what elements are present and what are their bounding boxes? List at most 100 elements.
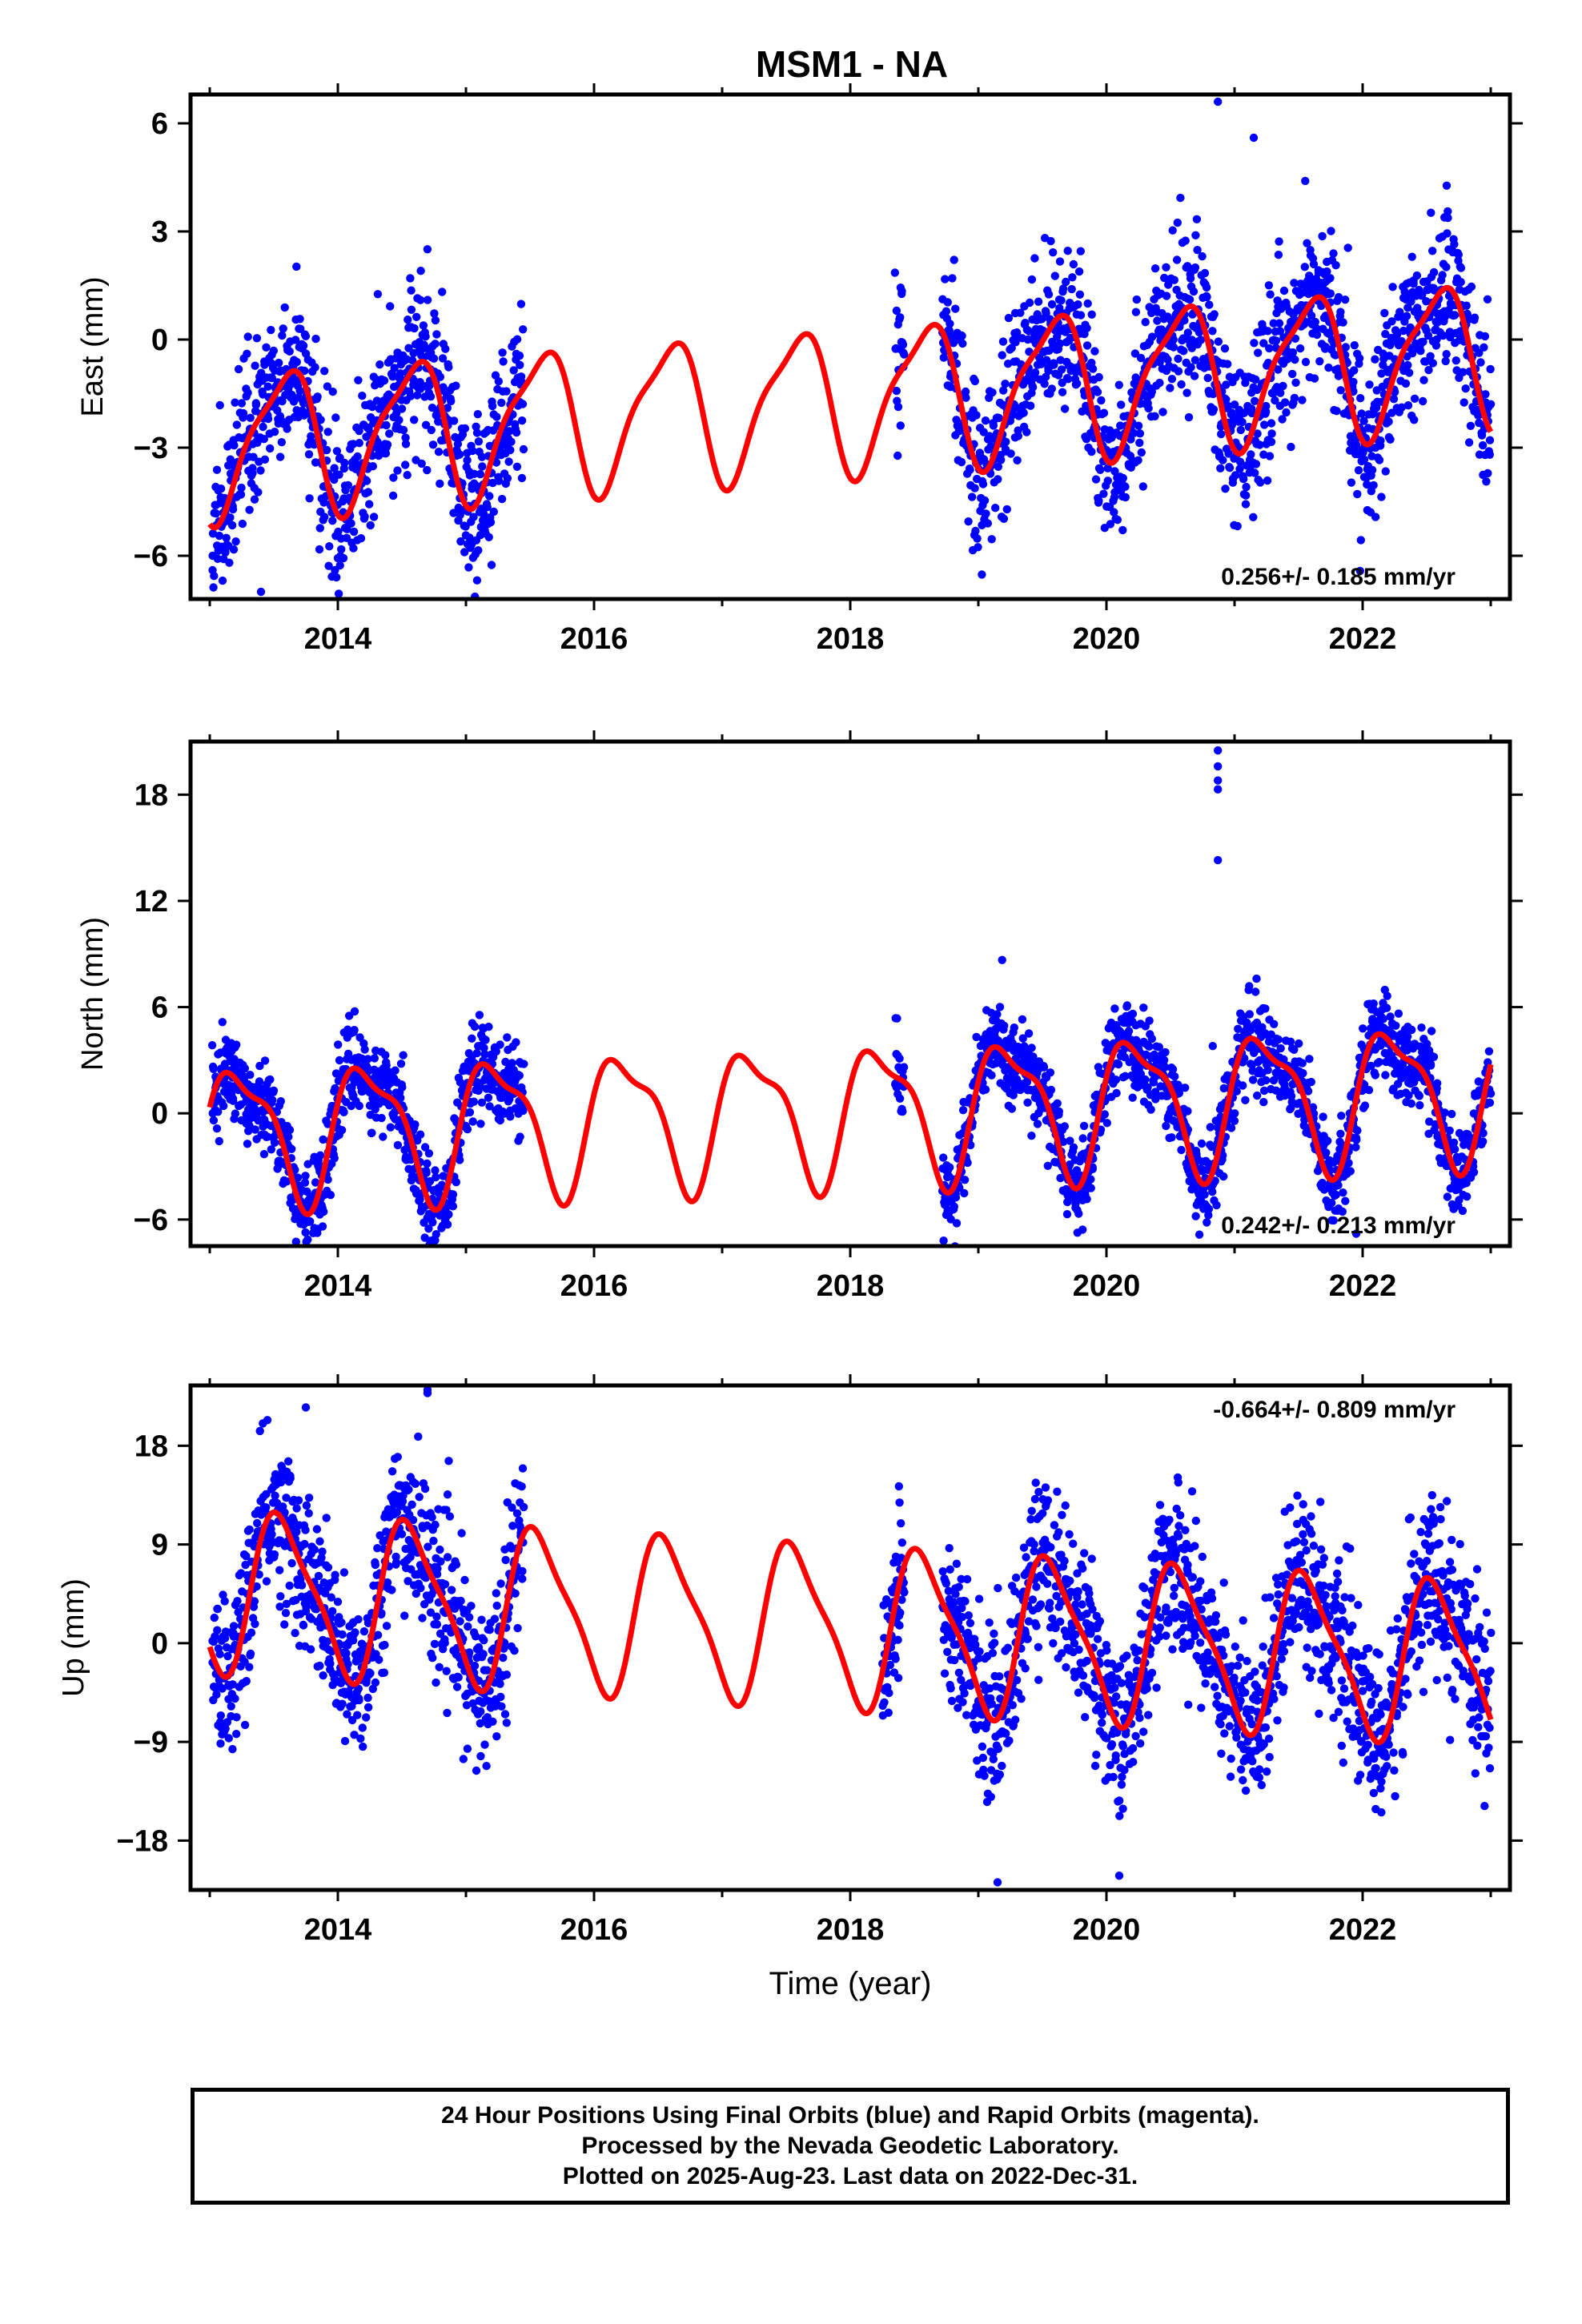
east-data-point xyxy=(1403,360,1412,370)
east-data-point xyxy=(898,340,908,349)
east-data-point xyxy=(967,493,977,501)
north-data-point xyxy=(396,1059,406,1068)
east-data-point xyxy=(1130,349,1140,358)
east-data-point xyxy=(941,275,950,283)
east-data-point xyxy=(999,514,1009,523)
up-data-point xyxy=(255,1426,264,1436)
north-data-point xyxy=(480,1050,489,1059)
east-data-point xyxy=(979,428,988,436)
east-data-point xyxy=(970,376,980,386)
east-x-tick-label: 2018 xyxy=(817,622,885,656)
east-data-point xyxy=(410,416,419,424)
east-data-point xyxy=(430,309,439,318)
north-data-point xyxy=(1295,1039,1303,1048)
east-data-point xyxy=(1309,259,1319,269)
east-data-point xyxy=(423,245,432,254)
north-data-point xyxy=(1079,1121,1089,1131)
north-data-point xyxy=(1261,1004,1270,1013)
east-data-point xyxy=(1263,327,1272,336)
east-data-point xyxy=(1058,388,1067,396)
east-data-point xyxy=(366,521,375,530)
north-data-point xyxy=(240,1063,249,1073)
east-data-point xyxy=(1359,416,1368,425)
east-data-point xyxy=(369,513,379,521)
north-data-point xyxy=(519,1106,528,1116)
north-data-point xyxy=(468,1034,476,1043)
east-data-point xyxy=(1275,327,1285,336)
east-data-point xyxy=(1264,281,1274,290)
east-data-point xyxy=(1030,368,1040,377)
east-data-point xyxy=(1174,367,1183,376)
east-data-point xyxy=(452,381,460,390)
east-data-point xyxy=(238,519,247,529)
east-data-point xyxy=(215,531,224,541)
east-data-point xyxy=(320,367,329,376)
east-data-point xyxy=(1091,475,1101,484)
east-data-point xyxy=(296,324,305,333)
up-data-point xyxy=(359,1742,367,1751)
north-data-point xyxy=(1147,1034,1157,1043)
east-data-point xyxy=(1410,416,1419,424)
north-data-point xyxy=(1145,1016,1154,1025)
north-data-point xyxy=(895,1094,905,1104)
east-data-point xyxy=(1158,408,1167,416)
north-data-point xyxy=(337,1126,347,1135)
east-data-point xyxy=(401,440,411,448)
north-data-point xyxy=(425,1176,435,1186)
north-data-point xyxy=(1381,1071,1390,1080)
north-data-point xyxy=(500,1109,508,1118)
north-data-point xyxy=(1208,1188,1217,1196)
east-data-point xyxy=(1132,295,1142,304)
north-data-point xyxy=(214,1108,223,1116)
up-data-point xyxy=(350,1731,359,1739)
east-data-point xyxy=(1259,339,1268,348)
east-data-point xyxy=(389,473,398,482)
north-data-point xyxy=(1159,1055,1169,1065)
north-data-point xyxy=(420,1143,430,1152)
east-data-point xyxy=(988,388,997,397)
north-data-point xyxy=(285,1125,295,1135)
east-data-point xyxy=(497,398,506,408)
east-data-point xyxy=(368,462,377,471)
east-data-point xyxy=(1290,393,1299,403)
east-data-point xyxy=(1274,365,1283,374)
north-data-point xyxy=(1485,1098,1495,1108)
east-data-point xyxy=(295,386,304,396)
east-data-point xyxy=(295,315,304,324)
north-data-point xyxy=(355,1101,363,1111)
up-data-point xyxy=(355,1695,363,1705)
north-data-point xyxy=(1286,1037,1295,1047)
east-data-point xyxy=(1251,375,1260,384)
east-data-point xyxy=(1200,268,1210,278)
east-data-point xyxy=(1301,176,1310,186)
north-data-point xyxy=(998,955,1006,965)
up-data-point xyxy=(216,1739,225,1748)
east-data-point xyxy=(1087,310,1096,319)
east-data-point xyxy=(383,440,392,449)
north-data-point xyxy=(1417,1023,1426,1032)
north-data-point xyxy=(1245,982,1254,991)
east-data-point xyxy=(227,521,237,530)
east-data-point xyxy=(1419,376,1428,384)
north-data-point xyxy=(1449,1138,1459,1148)
east-data-point xyxy=(280,303,289,312)
east-data-point xyxy=(980,496,990,505)
up-data-point xyxy=(323,1563,333,1572)
east-data-point xyxy=(1168,226,1177,235)
east-data-point xyxy=(388,491,398,501)
up-data-point xyxy=(281,1609,291,1618)
up-data-point xyxy=(224,1734,233,1743)
east-data-point xyxy=(365,500,374,509)
east-data-point xyxy=(1183,328,1193,337)
east-data-point xyxy=(367,402,377,412)
east-data-point xyxy=(1389,395,1399,404)
north-data-point xyxy=(209,1064,218,1074)
east-data-point xyxy=(1002,505,1012,514)
up-data-point xyxy=(354,1614,363,1624)
north-data-point xyxy=(399,1051,408,1059)
east-data-point xyxy=(447,396,456,406)
north-data-point xyxy=(422,1168,431,1177)
east-data-point xyxy=(429,354,439,363)
east-data-point xyxy=(1242,491,1251,500)
east-data-point xyxy=(1470,313,1480,322)
